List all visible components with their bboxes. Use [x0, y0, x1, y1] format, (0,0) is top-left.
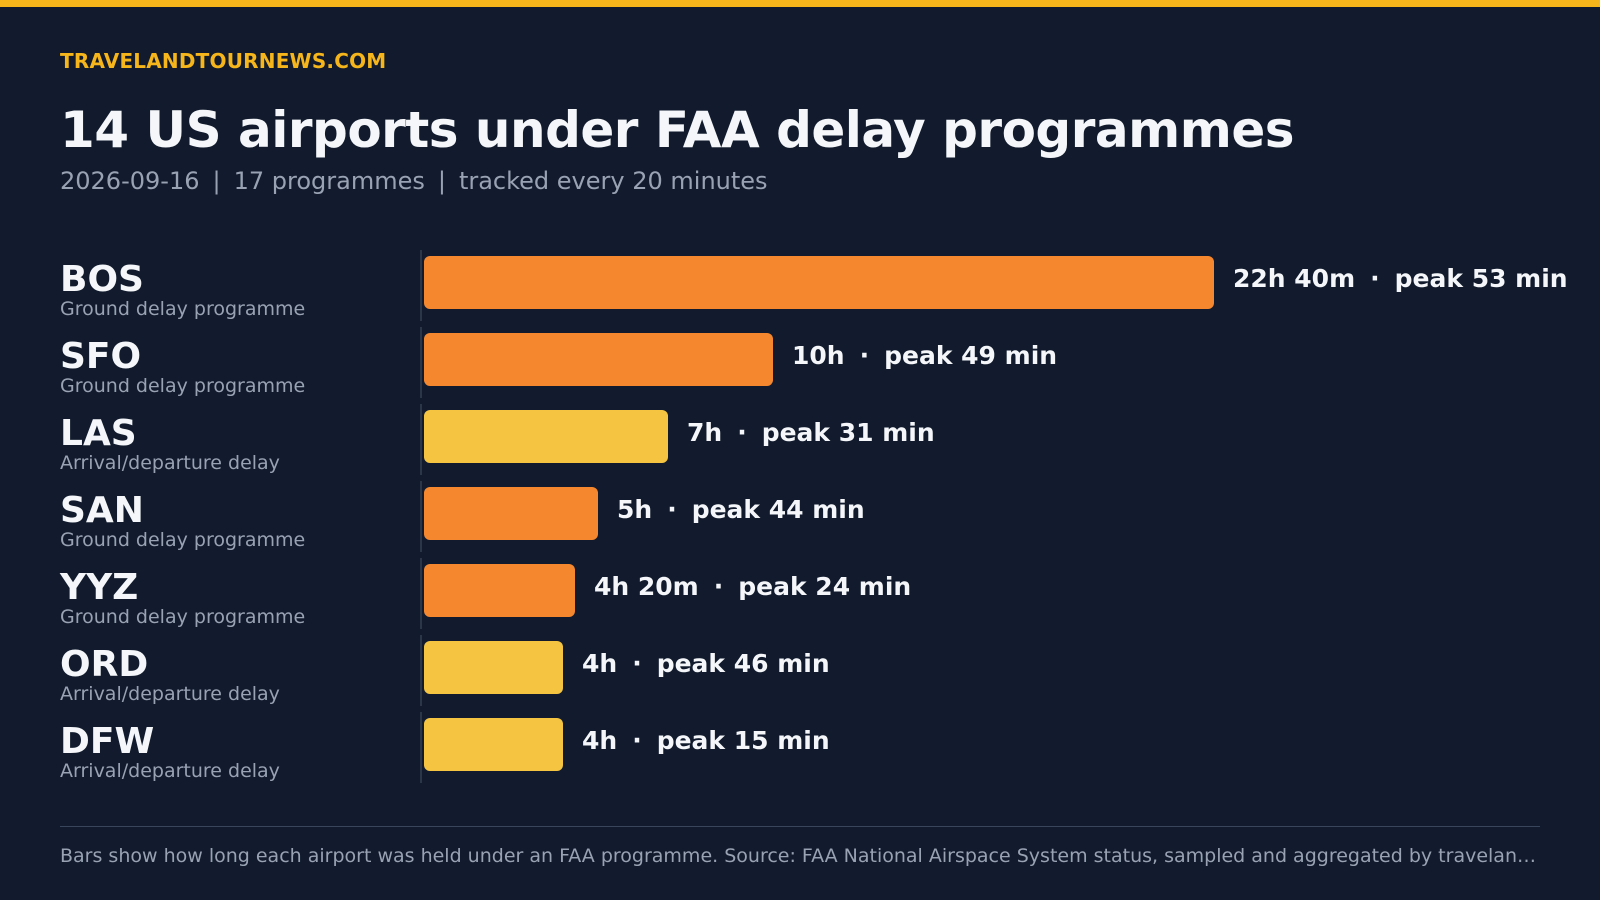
top-accent-bar — [0, 0, 1600, 7]
subtitle-separator: | — [437, 167, 446, 195]
airport-programme-type: Ground delay programme — [60, 606, 306, 628]
airport-code: SAN — [60, 490, 144, 531]
bar-baseline — [420, 327, 422, 398]
label-separator: · — [632, 726, 642, 755]
airport-code: ORD — [60, 644, 149, 685]
airport-code: LAS — [60, 413, 137, 454]
label-separator: · — [859, 341, 870, 370]
bar-baseline — [420, 481, 422, 552]
bar-sfo — [424, 333, 773, 386]
bar-row-san: SAN Ground delay programme 5h · peak 44 min — [0, 481, 1600, 558]
bar-san — [424, 487, 598, 540]
bar-row-yyz: YYZ Ground delay programme 4h 20m · peak 24 … — [0, 558, 1600, 635]
bar-las — [424, 410, 668, 463]
subtitle-separator: | — [212, 167, 221, 195]
duration-label: 4h — [582, 649, 618, 678]
airport-programme-type: Ground delay programme — [60, 529, 306, 551]
bar-row-sfo: SFO Ground delay programme 10h · peak 49 min — [0, 327, 1600, 404]
subtitle-programmes: 17 programmes — [233, 167, 425, 195]
label-separator: · — [713, 572, 724, 601]
footer-note: Bars show how long each airport was held… — [60, 845, 1540, 867]
bar-row-ord: ORD Arrival/departure delay 4h · peak 46 min — [0, 635, 1600, 712]
bar-baseline — [420, 712, 422, 783]
airport-programme-type: Arrival/departure delay — [60, 760, 280, 782]
duration-label: 10h — [792, 341, 845, 370]
chart-subtitle: 2026-09-16 | 17 programmes | tracked every 2… — [60, 167, 768, 195]
label-separator: · — [737, 418, 747, 447]
peak-label: peak 15 min — [656, 726, 830, 755]
bar-baseline — [420, 558, 422, 629]
bar-yyz — [424, 564, 575, 617]
bar-row-las: LAS Arrival/departure delay 7h · peak 31 min — [0, 404, 1600, 481]
label-separator: · — [632, 649, 642, 678]
duration-label: 4h — [582, 726, 618, 755]
bar-dfw — [424, 718, 563, 771]
airport-programme-type: Arrival/departure delay — [60, 452, 280, 474]
bar-baseline — [420, 250, 422, 321]
peak-label: peak 24 min — [738, 572, 912, 601]
bar-value-label: 22h 40m · peak 53 min — [1233, 266, 1568, 291]
bar-row-bos: BOS Ground delay programme 22h 40m · peak 53… — [0, 250, 1600, 327]
bar-baseline — [420, 404, 422, 475]
peak-label: peak 31 min — [761, 418, 935, 447]
airport-programme-type: Arrival/departure delay — [60, 683, 280, 705]
peak-label: peak 49 min — [884, 341, 1058, 370]
footer-divider — [60, 826, 1540, 827]
airport-code: YYZ — [60, 567, 139, 608]
subtitle-frequency: tracked every 20 minutes — [458, 167, 768, 195]
duration-label: 4h 20m — [594, 572, 699, 601]
bar-value-label: 4h 20m · peak 24 min — [594, 574, 911, 599]
peak-label: peak 44 min — [691, 495, 865, 524]
peak-label: peak 46 min — [656, 649, 830, 678]
airport-code: SFO — [60, 336, 142, 377]
chart-title: 14 US airports under FAA delay programme… — [60, 101, 1295, 159]
label-separator: · — [1370, 264, 1380, 293]
bar-value-label: 7h · peak 31 min — [687, 420, 935, 445]
airport-programme-type: Ground delay programme — [60, 375, 306, 397]
subtitle-date: 2026-09-16 — [60, 167, 200, 195]
bar-row-dfw: DFW Arrival/departure delay 4h · peak 15 min — [0, 712, 1600, 789]
duration-label: 7h — [687, 418, 723, 447]
airport-code: DFW — [60, 721, 155, 762]
duration-label: 22h 40m — [1233, 264, 1356, 293]
airport-code: BOS — [60, 259, 144, 300]
bar-baseline — [420, 635, 422, 706]
bar-bos — [424, 256, 1214, 309]
peak-label: peak 53 min — [1394, 264, 1568, 293]
duration-label: 5h — [617, 495, 653, 524]
bar-value-label: 4h · peak 46 min — [582, 651, 830, 676]
bar-value-label: 5h · peak 44 min — [617, 497, 865, 522]
airport-programme-type: Ground delay programme — [60, 298, 306, 320]
label-separator: · — [667, 495, 677, 524]
bar-ord — [424, 641, 563, 694]
brand-label: TRAVELANDTOURNEWS.COM — [60, 49, 387, 73]
bar-value-label: 10h · peak 49 min — [792, 343, 1057, 368]
bar-value-label: 4h · peak 15 min — [582, 728, 830, 753]
